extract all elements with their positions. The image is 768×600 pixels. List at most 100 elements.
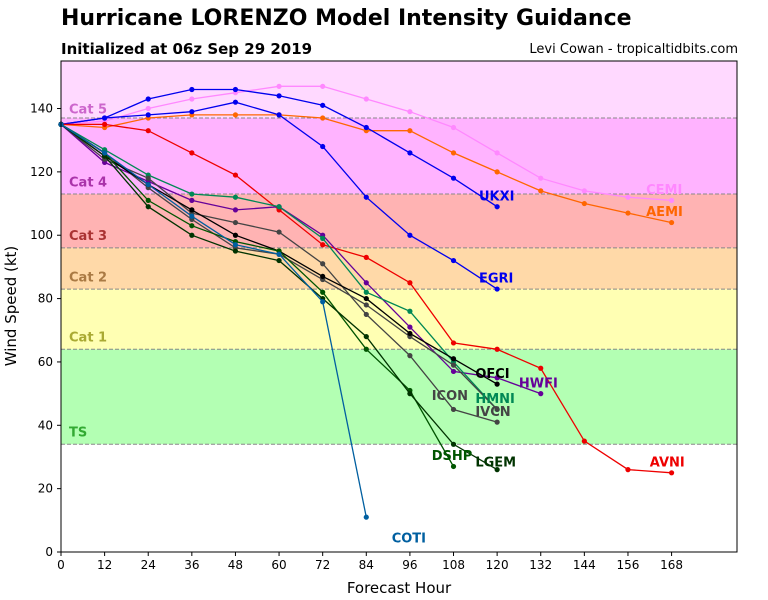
chart-subtitle: Initialized at 06z Sep 29 2019 [61, 40, 313, 58]
x-tick-label: 108 [442, 558, 465, 572]
data-point [232, 219, 239, 226]
x-tick-label: 60 [271, 558, 286, 572]
data-point [232, 172, 239, 178]
data-point [320, 299, 326, 305]
x-tick-label: 84 [359, 558, 374, 572]
x-tick-label: 0 [57, 558, 65, 572]
x-tick-label: 168 [660, 558, 683, 572]
data-point [494, 467, 500, 473]
y-tick-label: 80 [38, 292, 53, 306]
data-point [189, 109, 195, 115]
data-point [189, 223, 195, 229]
series-coti [58, 121, 369, 520]
x-tick-label: 48 [228, 558, 243, 572]
data-point [538, 175, 544, 181]
band-label: Cat 3 [69, 229, 107, 244]
y-tick-label: 120 [30, 165, 53, 179]
data-point [407, 391, 413, 397]
series-label: ICON [432, 389, 468, 404]
band-cat-2 [61, 247, 737, 290]
data-point [145, 112, 151, 118]
data-point [320, 242, 326, 248]
x-tick-label: 12 [97, 558, 112, 572]
data-point [363, 346, 369, 352]
band-label: Cat 4 [69, 175, 107, 190]
data-point [145, 204, 151, 210]
series-label: AEMI [646, 205, 683, 220]
data-point [189, 197, 195, 203]
data-point [494, 419, 500, 425]
data-point [320, 261, 326, 267]
data-point [276, 83, 282, 89]
data-point [450, 406, 457, 413]
data-point [276, 229, 282, 235]
data-point [232, 242, 239, 248]
x-tick-label: 120 [486, 558, 509, 572]
data-point [102, 150, 108, 156]
data-point [581, 438, 587, 444]
chart-title: Hurricane LORENZO Model Intensity Guidan… [61, 6, 632, 31]
x-axis-label: Forecast Hour [347, 579, 452, 597]
data-point [494, 406, 500, 413]
series-label: COTI [392, 531, 426, 546]
data-point [363, 124, 369, 131]
data-point [538, 391, 544, 397]
data-point [450, 340, 457, 346]
data-point [320, 289, 326, 295]
data-point [407, 353, 413, 359]
data-point [450, 441, 457, 447]
data-point [189, 191, 195, 197]
data-point [494, 375, 500, 381]
data-point [407, 324, 413, 330]
data-point [494, 286, 500, 292]
band-label: TS [69, 426, 87, 441]
data-point [450, 368, 457, 375]
data-point [407, 330, 413, 337]
data-point [363, 280, 369, 286]
data-point [363, 96, 369, 102]
y-axis-label: Wind Speed (kt) [2, 246, 20, 367]
data-point [407, 109, 413, 115]
plot-frame [60, 60, 738, 553]
x-tick-label: 96 [402, 558, 417, 572]
data-point [320, 235, 326, 241]
band-ts [61, 349, 737, 445]
series-line [60, 123, 455, 467]
data-point [494, 381, 500, 387]
data-point [363, 194, 369, 200]
y-tick-label: 140 [30, 102, 53, 116]
data-point [363, 302, 369, 308]
data-point [581, 188, 587, 194]
data-point [276, 93, 282, 99]
data-point [668, 219, 675, 226]
y-tick-label: 0 [45, 545, 53, 559]
data-point [494, 150, 500, 156]
data-point [450, 356, 457, 362]
y-tick-label: 20 [38, 482, 53, 496]
series-label: EGRI [479, 272, 513, 287]
data-point [145, 175, 151, 181]
y-tick-label: 100 [30, 228, 53, 242]
data-point [407, 308, 413, 314]
data-point [407, 150, 413, 156]
data-point [363, 514, 369, 520]
data-point [450, 362, 457, 368]
data-point [189, 207, 195, 213]
data-point [145, 96, 151, 102]
data-point [189, 213, 195, 219]
data-point [363, 254, 369, 260]
band-cat-4 [61, 118, 737, 195]
series-label: HMNI [475, 392, 515, 407]
x-tick-label: 24 [141, 558, 156, 572]
band-cat-5 [61, 61, 737, 119]
series-label: AVNI [650, 455, 685, 470]
series-label: HWFI [519, 376, 558, 391]
data-point [189, 86, 195, 93]
x-tick-label: 36 [184, 558, 199, 572]
data-point [145, 128, 151, 134]
band-label: Cat 5 [69, 103, 107, 118]
data-point [363, 311, 369, 318]
data-point [232, 112, 239, 118]
data-point [450, 124, 457, 131]
data-point [494, 346, 500, 352]
